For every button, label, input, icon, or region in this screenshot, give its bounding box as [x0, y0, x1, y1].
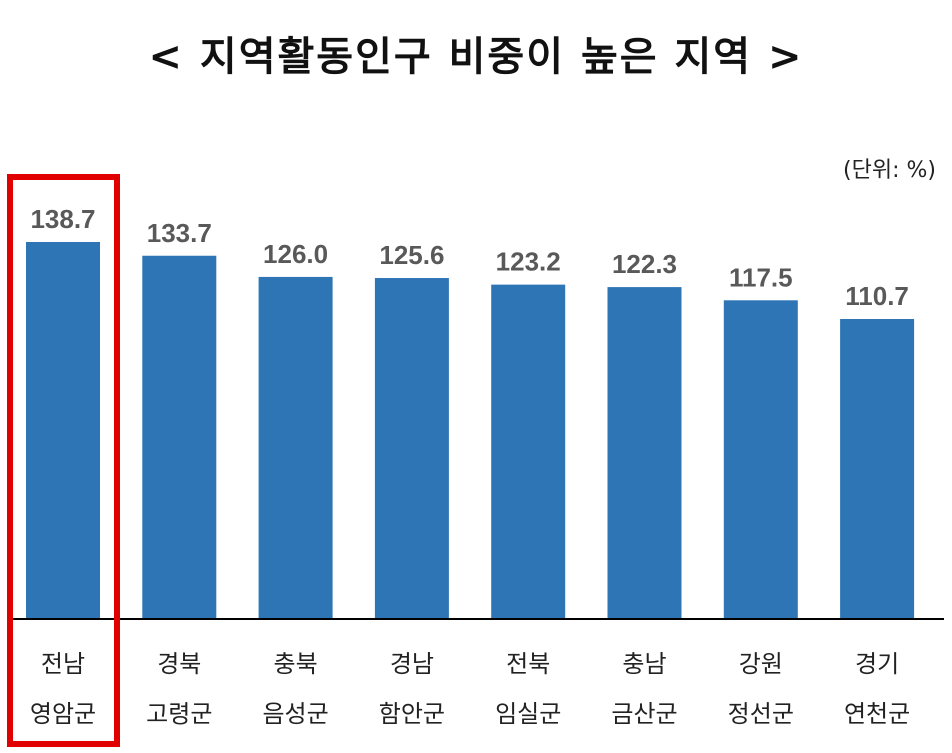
category-label-5-1: 금산군: [611, 700, 677, 728]
bar-value-label-2: 126.0: [263, 239, 328, 269]
category-label-6-1: 정선군: [728, 700, 794, 728]
bar-6: [723, 300, 798, 619]
category-label-7-1: 연천군: [844, 700, 910, 728]
bar-value-label-6: 117.5: [729, 262, 793, 292]
category-label-2-0: 충북: [274, 650, 318, 678]
category-label-7-0: 경기: [855, 650, 899, 678]
highlight-box: [7, 174, 120, 747]
category-label-1-0: 경북: [157, 650, 201, 678]
category-label-0-0: 전남: [41, 650, 85, 678]
bar-value-label-3: 125.6: [379, 240, 444, 270]
bars-layer: [26, 242, 915, 619]
unit-label: (단위: %): [843, 158, 936, 183]
bar-value-label-7: 110.7: [845, 281, 909, 311]
bar-5: [607, 287, 682, 619]
category-label-2-1: 음성군: [262, 700, 328, 728]
bar-value-label-0: 138.7: [30, 204, 95, 234]
category-label-6-0: 강원: [739, 650, 783, 678]
category-label-3-1: 함안군: [379, 700, 445, 728]
bar-value-label-4: 123.2: [496, 247, 561, 277]
bar-value-label-5: 122.3: [612, 249, 677, 279]
chart-title: < 지역활동인구 비중이 높은 지역 >: [148, 34, 804, 80]
category-label-4-0: 전북: [506, 650, 550, 678]
bar-4: [491, 284, 566, 619]
bar-7: [840, 319, 915, 619]
bar-3: [374, 278, 449, 619]
category-label-1-1: 고령군: [146, 700, 212, 728]
category-label-5-0: 충남: [622, 650, 666, 678]
bar-value-label-1: 133.7: [147, 218, 212, 248]
category-label-4-1: 임실군: [495, 700, 561, 728]
bar-0: [26, 242, 100, 619]
bar-1: [142, 255, 217, 619]
category-label-0-1: 영암군: [30, 700, 96, 728]
category-label-3-0: 경남: [390, 650, 434, 678]
bar-2: [258, 276, 333, 619]
